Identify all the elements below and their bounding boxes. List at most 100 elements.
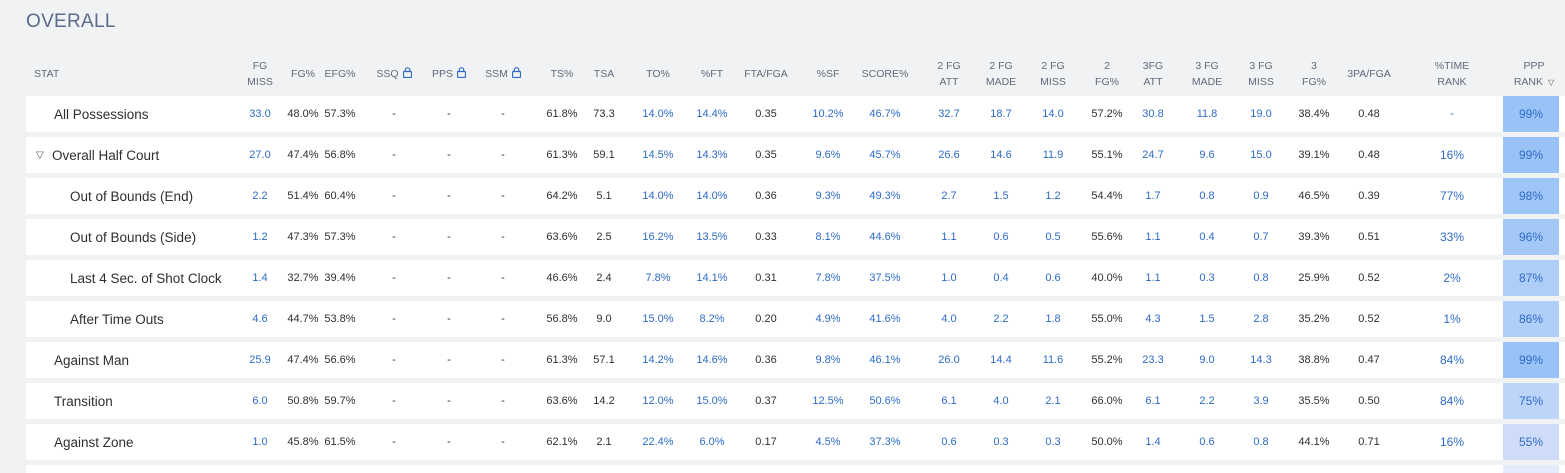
table-cell: 0.9: [1253, 190, 1269, 202]
table-cell: 14.1%: [696, 272, 728, 284]
header-label: 3 FG%: [1302, 58, 1326, 90]
header-fg-miss[interactable]: FG MISS: [232, 56, 288, 92]
header-stat-label: STAT: [34, 68, 60, 80]
table-cell: 48.0%: [287, 108, 319, 120]
row-stat-label: Against Man: [54, 352, 130, 368]
header-2-fg-miss[interactable]: 2 FG MISS: [1025, 56, 1081, 92]
header-label-line1: 2 FG: [989, 60, 1013, 72]
table-row[interactable]: All Possessions 33.0 48.0% 57.3% - - - 61.8% 73.…: [26, 96, 1565, 132]
table-cell: 0.20: [755, 313, 777, 325]
table-row[interactable]: After Time Outs 4.6 44.7% 53.8% - - - 56.8% 9.0 1…: [26, 301, 1565, 337]
header-3fg-att[interactable]: 3FG ATT: [1125, 56, 1181, 92]
row-stat-name: Out of Bounds (Side): [70, 219, 270, 255]
header-3-fg-miss[interactable]: 3 FG MISS: [1233, 56, 1289, 92]
table-cell: 55.2%: [1091, 354, 1123, 366]
header--time-rank[interactable]: %TIME RANK: [1419, 56, 1485, 92]
row-stat-name: Against Man: [54, 342, 254, 378]
header-label: FG MISS: [247, 58, 273, 90]
table-cell: 63.6%: [546, 231, 578, 243]
table-cell: 2%: [1443, 271, 1461, 285]
table-cell: 0.52: [1358, 313, 1380, 325]
table-row[interactable]: Last 4 Sec. of Shot Clock 1.4 32.7% 39.4% - -…: [26, 260, 1565, 296]
header-label: 3 FG MADE: [1192, 58, 1222, 90]
header--ft[interactable]: %FT: [679, 56, 745, 92]
table-cell: 45.8%: [287, 436, 319, 448]
header--sf[interactable]: %SF: [800, 56, 856, 92]
header-tsa[interactable]: TSA: [576, 56, 632, 92]
table-cell: 19.0: [1250, 108, 1272, 120]
table-cell: 47.3%: [287, 231, 319, 243]
table-cell: 59.1: [593, 149, 615, 161]
table-cell: 66.0%: [1091, 395, 1123, 407]
table-row[interactable]: Against Zone 1.0 45.8% 61.5% - - - 62.1% 2.1 22.4…: [26, 424, 1565, 460]
header-to[interactable]: TO%: [625, 56, 691, 92]
header-ts[interactable]: TS%: [534, 56, 590, 92]
header-label-line1: TO%: [646, 68, 670, 80]
table-cell: 11.8: [1196, 108, 1218, 120]
table-cell: 14.4%: [696, 108, 728, 120]
table-cell: -: [501, 272, 505, 284]
table-cell: 1.0: [941, 272, 957, 284]
header-label-line1: SSQ: [376, 68, 399, 80]
table-row[interactable]: Out of Bounds (End) 2.2 51.4% 60.4% - - - 64.2%…: [26, 178, 1565, 214]
header-label-line2: ATT: [1143, 76, 1163, 88]
table-cell: 1.5: [1199, 313, 1215, 325]
header-label-line1: %TIME: [1434, 60, 1470, 72]
header-label: 2 FG MISS: [1040, 58, 1066, 90]
table-cell: 55.0%: [1091, 313, 1123, 325]
header-ssq[interactable]: SSQ: [366, 56, 422, 92]
header-2-fg-att[interactable]: 2 FG ATT: [921, 56, 977, 92]
table-cell: 77%: [1439, 189, 1465, 203]
table-row[interactable]: ▽ Overall Half Court 27.0 47.4% 56.8% - - - 61.3…: [26, 137, 1565, 173]
table-cell: 2.1: [596, 436, 612, 448]
table-cell: 26.0: [938, 354, 960, 366]
header-3pa-fga[interactable]: 3PA/FGA: [1336, 56, 1402, 92]
header-label-line2: MADE: [985, 76, 1017, 88]
table-cell: 9.6: [1199, 149, 1215, 161]
header-efg[interactable]: EFG%: [310, 56, 371, 92]
table-cell: 2.4: [596, 272, 612, 284]
table-cell: -: [447, 231, 451, 243]
table-cell: 10.2%: [812, 108, 844, 120]
header-2-fg-made[interactable]: 2 FG MADE: [973, 56, 1029, 92]
header-label: %SF: [817, 66, 840, 82]
header-3-fg[interactable]: 3 FG%: [1284, 56, 1345, 92]
table-row[interactable]: Out of Bounds (Side) 1.2 47.3% 57.3% - - - 63.6…: [26, 219, 1565, 255]
table-cell: 0.47: [1358, 354, 1380, 366]
table-cell: 12.5%: [812, 395, 844, 407]
header-label: TSA: [594, 66, 614, 82]
header-label-line1: FG: [252, 60, 268, 72]
row-stat-name[interactable]: ▽ Overall Half Court: [36, 137, 236, 173]
table-cell: 44.6%: [869, 231, 901, 243]
table-cell: -: [501, 395, 505, 407]
table-row[interactable]: Against Man 25.9 47.4% 56.6% - - - 61.3% 57.1 14.…: [26, 342, 1565, 378]
table-cell: 61.5%: [324, 436, 356, 448]
sort-desc-icon[interactable]: ▽: [1548, 77, 1555, 87]
table-cell: 14.0%: [642, 190, 674, 202]
header-ppp-rank[interactable]: PPP RANK ▽: [1504, 56, 1564, 92]
table-cell: -: [447, 190, 451, 202]
table-cell: 46.1%: [869, 354, 901, 366]
header-fta-fga[interactable]: FTA/FGA: [733, 56, 799, 92]
table-row[interactable]: Transition 6.0 50.8% 59.7% - - - 63.6% 14.2 12.0%…: [26, 383, 1565, 419]
header-2-fg[interactable]: 2 FG%: [1077, 56, 1138, 92]
header-pps[interactable]: PPS: [421, 56, 477, 92]
table-cell: 15.0%: [642, 313, 674, 325]
collapse-toggle-icon[interactable]: ▽: [36, 149, 44, 161]
table-cell: 60.4%: [324, 190, 356, 202]
table-cell: 0.48: [1358, 149, 1380, 161]
table-cell: -: [447, 436, 451, 448]
header-label-line1: 3: [1311, 60, 1317, 72]
header-3-fg-made[interactable]: 3 FG MADE: [1179, 56, 1235, 92]
table-cell: -: [392, 354, 396, 366]
ppp-rank-cell: 99%: [1503, 137, 1559, 173]
row-stat-name: Transition: [54, 383, 254, 419]
header-label-line1: %SF: [816, 68, 840, 80]
table-cell: -: [447, 272, 451, 284]
header-label-line2: MISS: [247, 76, 273, 88]
header-fg[interactable]: FG%: [275, 56, 331, 92]
header-score[interactable]: SCORE%: [852, 56, 918, 92]
header-ssm[interactable]: SSM: [475, 56, 531, 92]
header-stat[interactable]: STAT: [34, 56, 154, 92]
table-cell: 0.3: [1045, 436, 1061, 448]
